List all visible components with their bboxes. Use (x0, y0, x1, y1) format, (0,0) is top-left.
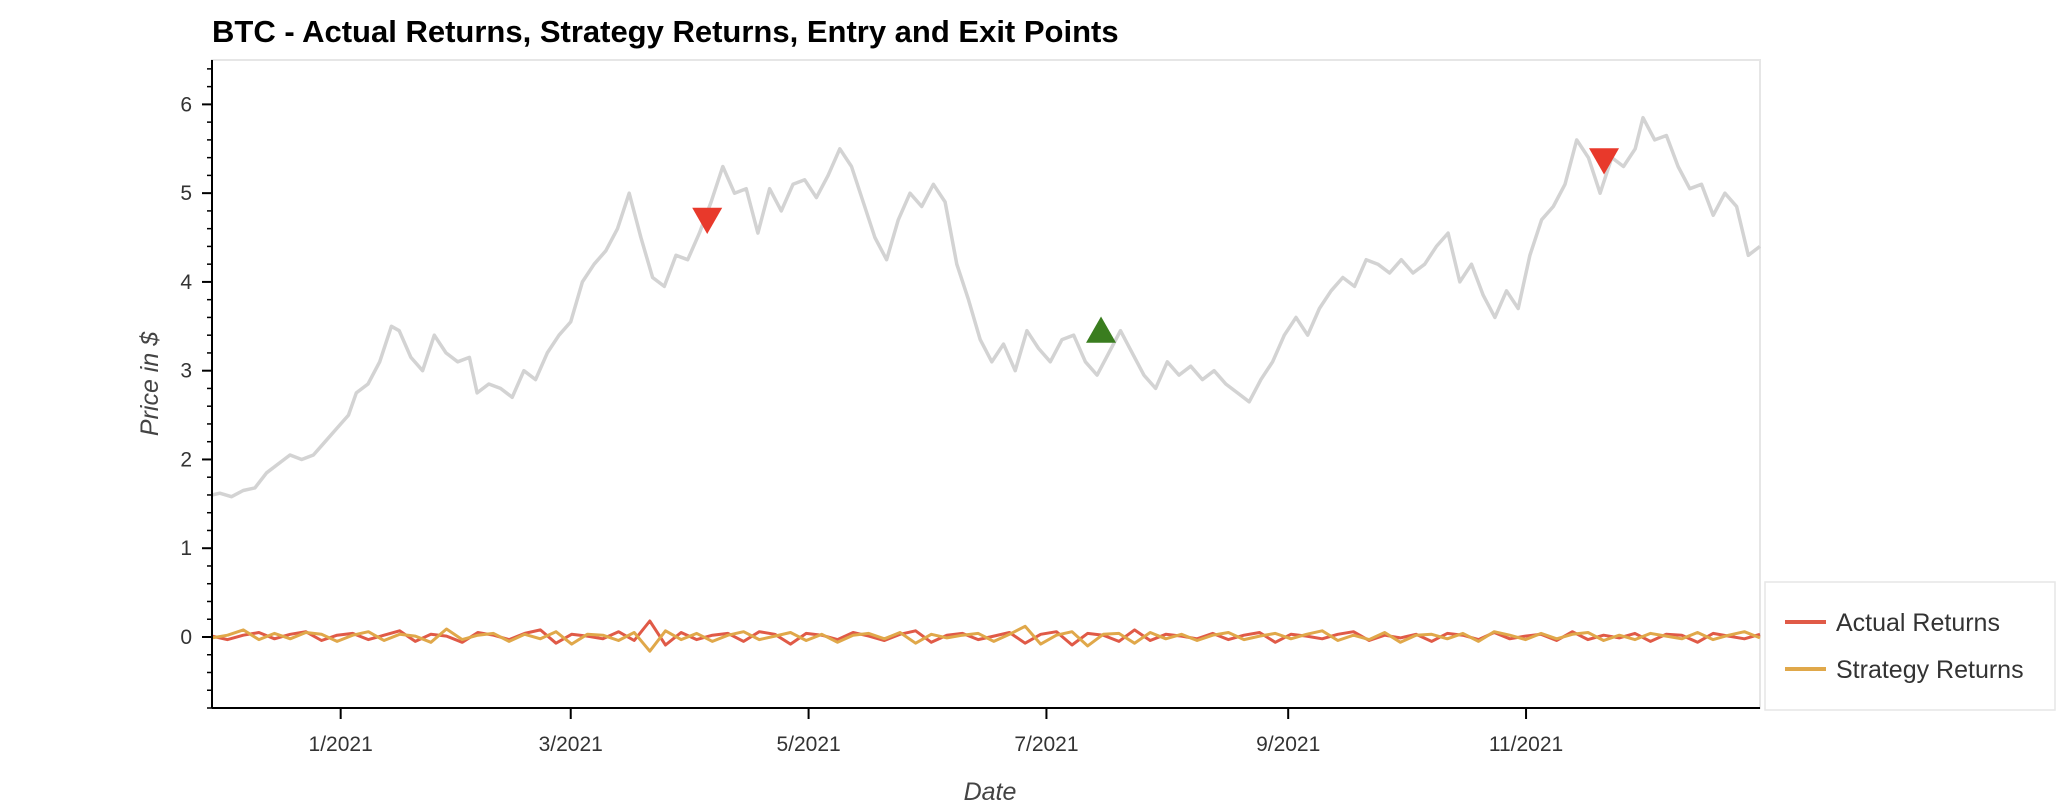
tick-layer: 0 1 2 3 4 5 6 1/2021 3/2021 5/2021 7/2021 9/2021 11/… (180, 68, 1563, 756)
y-tick-label: 1 (180, 537, 192, 560)
plot-area (211, 59, 1761, 709)
x-axis-label: Date (964, 778, 1017, 804)
x-tick-label: 7/2021 (1014, 733, 1078, 756)
exit-marker (1589, 148, 1620, 175)
y-tick-label: 5 (180, 182, 192, 205)
x-tick-label: 11/2021 (1489, 733, 1563, 756)
price-line (211, 115, 1762, 499)
legend-label-strategy-returns: Strategy Returns (1836, 656, 2024, 684)
strategy-returns-line (211, 624, 1761, 653)
y-tick-label: 3 (180, 360, 192, 383)
legend-box (1764, 581, 2056, 711)
y-tick-label: 6 (180, 93, 192, 116)
y-tick-label: 0 (180, 626, 192, 649)
entry-marker (1086, 316, 1117, 343)
x-tick-label: 9/2021 (1256, 733, 1320, 756)
y-tick-label: 4 (180, 271, 192, 294)
x-tick-label: 1/2021 (309, 733, 373, 756)
x-tick-label: 5/2021 (776, 733, 840, 756)
legend-label-actual-returns: Actual Returns (1836, 609, 2000, 637)
series-layer (211, 115, 1762, 653)
exit-marker (692, 207, 723, 235)
chart-title: BTC - Actual Returns, Strategy Returns, … (212, 14, 1119, 49)
y-axis-label: Price in $ (136, 331, 164, 436)
y-tick-label: 2 (180, 448, 192, 471)
legend: Actual Returns Strategy Returns (1764, 581, 2056, 711)
marker-layer (692, 148, 1620, 343)
x-tick-label: 3/2021 (539, 733, 603, 756)
